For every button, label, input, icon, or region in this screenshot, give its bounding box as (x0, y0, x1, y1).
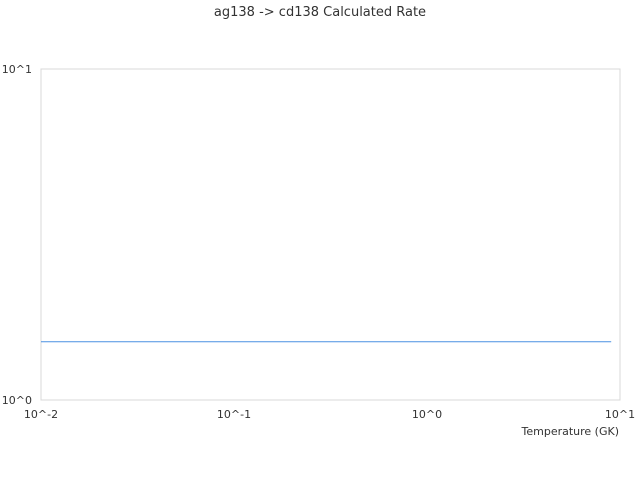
x-tick-label: 10^-2 (24, 408, 58, 421)
x-axis-label: Temperature (GK) (521, 425, 620, 438)
y-tick-label: 10^0 (2, 394, 32, 407)
plot-area (40, 68, 621, 401)
x-tick-label: 10^0 (412, 408, 442, 421)
x-tick-label: 10^1 (605, 408, 635, 421)
chart-title: ag138 -> cd138 Calculated Rate (214, 5, 426, 20)
x-tick-label: 10^-1 (217, 408, 251, 421)
y-tick-label: 10^1 (2, 63, 32, 76)
